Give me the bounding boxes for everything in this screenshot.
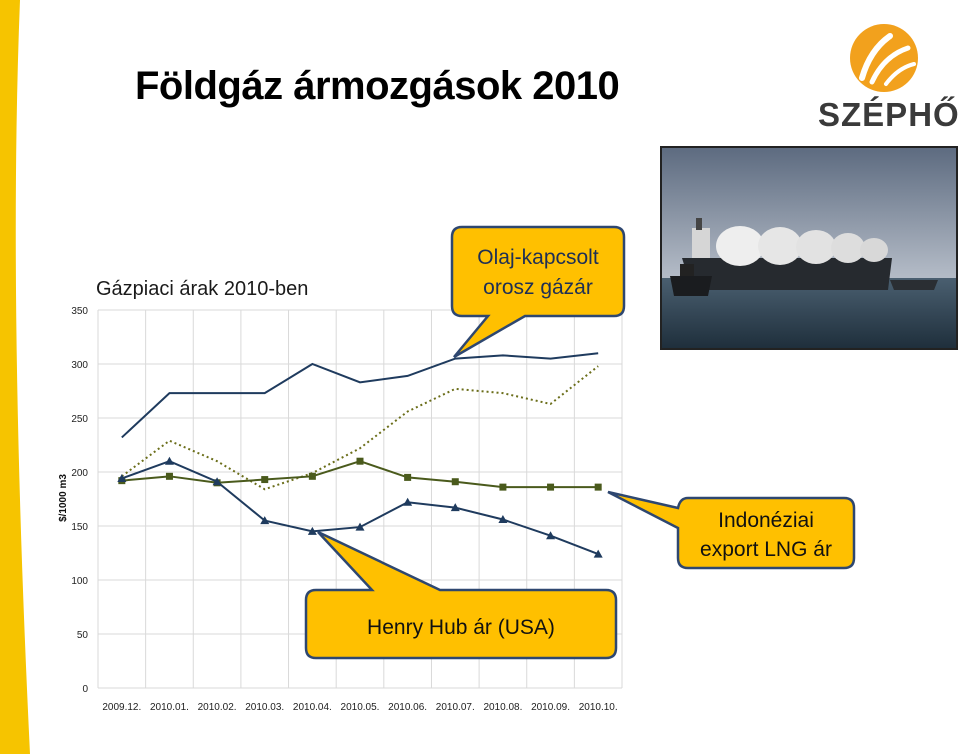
y-tick-label: 0: [82, 684, 88, 695]
data-point-triangle: [593, 549, 603, 558]
chart-title: Gázpiaci árak 2010-ben: [96, 278, 309, 300]
data-point-square: [308, 472, 316, 480]
data-point-triangle: [355, 522, 365, 531]
data-point-triangle: [403, 497, 413, 506]
y-tick-label: 100: [71, 576, 88, 587]
y-tick-label: 50: [77, 630, 89, 641]
x-tick-label: 2010.01.: [150, 702, 189, 713]
data-point-triangle: [212, 477, 222, 486]
x-tick-label: 2009.12.: [102, 702, 141, 713]
x-tick-label: 2010.03.: [245, 702, 284, 713]
left-decorative-stripe: [0, 0, 30, 754]
data-point-triangle: [117, 473, 127, 482]
x-tick-label: 2010.07.: [436, 702, 475, 713]
chart-series: [117, 352, 603, 558]
y-tick-label: 250: [71, 414, 88, 425]
chart-y-ticks: 0 50 100 150 200 250 300 350: [71, 306, 88, 695]
data-point-square: [594, 483, 602, 491]
y-tick-label: 300: [71, 360, 88, 371]
data-point-triangle: [498, 515, 508, 524]
callout-indonesian-lng-shape: [607, 490, 856, 570]
x-tick-label: 2010.06.: [388, 702, 427, 713]
y-tick-label: 350: [71, 306, 88, 317]
data-point-square: [261, 476, 269, 484]
callout-henry-hub: Henry Hub ár (USA): [304, 530, 618, 660]
callout-henry-hub-shape: [304, 530, 618, 660]
szepho-logo: [850, 24, 918, 92]
data-point-square: [499, 483, 507, 491]
series-line-1: [121, 352, 599, 439]
x-tick-label: 2010.09.: [531, 702, 570, 713]
data-point-triangle: [307, 526, 317, 535]
data-point-square: [165, 472, 173, 480]
x-tick-label: 2010.10.: [579, 702, 618, 713]
data-point-triangle: [260, 516, 270, 525]
logo-wordmark: SZÉPHŐ: [818, 96, 960, 133]
callout-oil-linked: Olaj-kapcsolt orosz gázár: [450, 225, 626, 359]
x-tick-label: 2010.08.: [483, 702, 522, 713]
data-point-triangle: [164, 456, 174, 465]
data-point-square: [451, 478, 459, 486]
series-line-2: [121, 365, 599, 491]
callout-indonesian-lng: Indonéziai export LNG ár: [607, 490, 856, 570]
x-tick-label: 2010.05.: [341, 702, 380, 713]
data-point-square: [547, 483, 555, 491]
callout-oil-linked-line1: Olaj-kapcsolt: [477, 246, 599, 269]
lng-tanker-photo: [660, 146, 958, 350]
callout-oil-linked-line2: orosz gázár: [483, 276, 593, 299]
chart-x-ticks: 2009.12. 2010.01. 2010.02. 2010.03. 2010.04.…: [102, 702, 617, 713]
x-tick-label: 2010.04.: [293, 702, 332, 713]
data-point-triangle: [450, 503, 460, 512]
callout-oil-linked-shape: [450, 225, 626, 359]
callout-indonesian-line1: Indonéziai: [718, 509, 814, 532]
y-tick-label: 150: [71, 522, 88, 533]
data-point-square: [404, 473, 412, 481]
callout-indonesian-line2: export LNG ár: [700, 538, 832, 561]
y-axis-label: $/1000 m3: [58, 474, 69, 522]
data-point-square: [356, 457, 364, 465]
data-point-triangle: [546, 531, 556, 540]
y-tick-label: 200: [71, 468, 88, 479]
slide-title: Földgáz ármozgások 2010: [135, 64, 620, 108]
x-tick-label: 2010.02.: [198, 702, 237, 713]
callout-henry-hub-text: Henry Hub ár (USA): [367, 616, 555, 639]
